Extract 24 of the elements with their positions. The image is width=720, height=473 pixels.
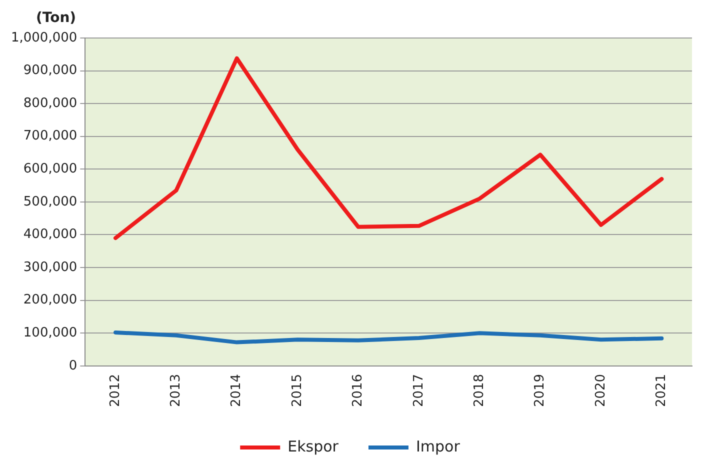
y-tick-label: 600,000: [23, 162, 78, 177]
y-tick-label: 400,000: [23, 227, 78, 242]
y-tick-label: 1,000,000: [10, 30, 78, 46]
x-tick-label: 2012: [108, 374, 123, 408]
y-tick-label: 500,000: [23, 194, 78, 210]
y-axis-title: (Ton): [36, 10, 76, 26]
x-tick-label: 2021: [654, 374, 670, 408]
x-tick-label: 2018: [472, 374, 487, 408]
x-tick-label: 2013: [168, 374, 184, 408]
y-tick-label: 200,000: [23, 292, 78, 308]
x-tick-label: 2019: [532, 374, 548, 408]
y-tick-label: 700,000: [23, 128, 78, 144]
legend-label: Ekspor: [288, 437, 340, 456]
x-tick-label: 2017: [411, 374, 426, 408]
x-tick-label: 2015: [290, 374, 305, 408]
x-tick-label: 2016: [350, 374, 366, 408]
x-tick-label: 2014: [229, 374, 244, 408]
y-tick-label: 900,000: [23, 63, 78, 78]
x-tick-label: 2020: [593, 374, 608, 408]
y-tick-label: 0: [68, 358, 78, 374]
y-tick-label: 800,000: [23, 96, 78, 111]
legend-label: Impor: [416, 437, 461, 456]
y-tick-label: 300,000: [23, 260, 78, 275]
y-tick-label: 100,000: [23, 326, 78, 340]
